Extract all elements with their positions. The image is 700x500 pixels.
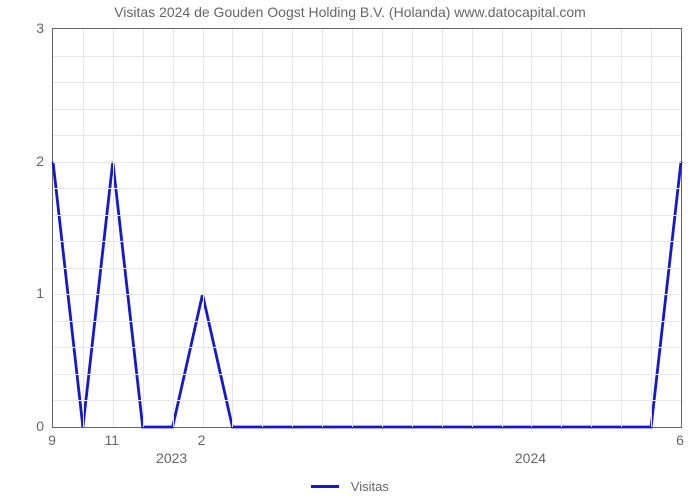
legend: Visitas	[0, 478, 700, 494]
gridline-horizontal	[53, 109, 681, 110]
gridline-vertical	[591, 29, 592, 427]
gridline-vertical	[203, 29, 204, 427]
gridline-vertical	[561, 29, 562, 427]
gridline-horizontal	[53, 162, 681, 163]
gridline-vertical	[322, 29, 323, 427]
chart-container: Visitas 2024 de Gouden Oogst Holding B.V…	[0, 0, 700, 500]
y-tick-label: 2	[0, 153, 44, 169]
gridline-vertical	[621, 29, 622, 427]
gridline-vertical	[292, 29, 293, 427]
gridline-horizontal	[53, 241, 681, 242]
gridline-vertical	[472, 29, 473, 427]
gridline-vertical	[113, 29, 114, 427]
x-tick-label: 2	[198, 432, 206, 448]
gridline-horizontal	[53, 82, 681, 83]
x-tick-secondary-label: 2023	[156, 450, 187, 466]
gridline-horizontal	[53, 374, 681, 375]
x-tick-secondary-label: 2024	[515, 450, 546, 466]
gridline-vertical	[382, 29, 383, 427]
gridline-horizontal	[53, 400, 681, 401]
gridline-vertical	[83, 29, 84, 427]
x-tick-label: 6	[676, 432, 684, 448]
y-tick-label: 0	[0, 418, 44, 434]
chart-svg	[53, 29, 681, 427]
gridline-vertical	[412, 29, 413, 427]
x-tick-label: 9	[48, 432, 56, 448]
gridline-vertical	[502, 29, 503, 427]
gridline-horizontal	[53, 135, 681, 136]
gridline-horizontal	[53, 347, 681, 348]
gridline-vertical	[173, 29, 174, 427]
y-tick-label: 3	[0, 20, 44, 36]
legend-swatch	[311, 485, 339, 488]
legend-label: Visitas	[351, 479, 389, 494]
gridline-horizontal	[53, 215, 681, 216]
x-tick-label: 11	[105, 432, 120, 448]
gridline-vertical	[262, 29, 263, 427]
gridline-horizontal	[53, 56, 681, 57]
chart-title: Visitas 2024 de Gouden Oogst Holding B.V…	[0, 4, 700, 20]
gridline-vertical	[143, 29, 144, 427]
gridline-vertical	[531, 29, 532, 427]
y-tick-label: 1	[0, 285, 44, 301]
gridline-vertical	[232, 29, 233, 427]
gridline-horizontal	[53, 188, 681, 189]
gridline-vertical	[442, 29, 443, 427]
gridline-horizontal	[53, 294, 681, 295]
plot-area	[52, 28, 682, 428]
gridline-horizontal	[53, 268, 681, 269]
gridline-horizontal	[53, 321, 681, 322]
gridline-vertical	[651, 29, 652, 427]
gridline-vertical	[352, 29, 353, 427]
